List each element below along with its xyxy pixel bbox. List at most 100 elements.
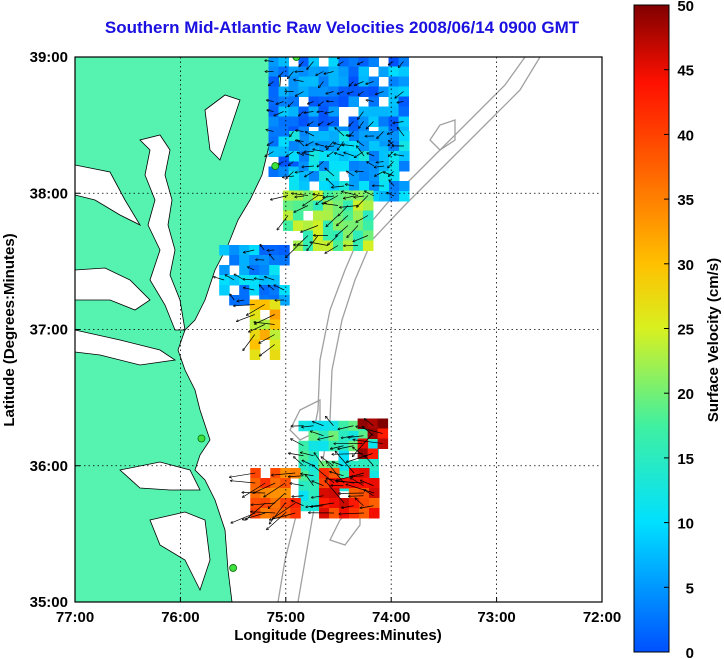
velocity-cell: [329, 498, 340, 509]
velocity-arrow: [336, 225, 349, 237]
velocity-cell: [369, 141, 380, 152]
velocity-cell: [302, 240, 314, 251]
velocity-arrow: [267, 100, 274, 101]
colorbar-tick-label: 30: [677, 257, 694, 274]
velocity-cell: [290, 468, 301, 479]
velocity-arrow: [355, 81, 364, 86]
velocity-arrow: [388, 131, 394, 135]
velocity-arrow: [324, 71, 334, 74]
radar-site-marker: [197, 434, 206, 443]
velocity-cell: [312, 210, 324, 221]
velocity-arrow: [388, 61, 394, 65]
velocity-cell: [398, 106, 409, 117]
velocity-arrow: [366, 81, 374, 85]
velocity-cell: [357, 418, 369, 429]
velocity-cell: [398, 76, 409, 87]
velocity-arrow: [389, 180, 395, 187]
velocity-arrow: [388, 161, 394, 168]
velocity-cell: [342, 200, 354, 211]
velocity-arrow: [383, 172, 395, 177]
velocity-arrow: [326, 417, 334, 426]
velocity-cell: [269, 299, 281, 310]
colorbar-tick-label: 10: [677, 516, 694, 533]
velocity-arrow: [286, 171, 294, 179]
velocity-arrow: [269, 502, 286, 524]
velocity-cell: [322, 220, 334, 231]
velocity-cell: [352, 240, 364, 251]
radar-site-marker: [229, 564, 238, 572]
velocity-cell: [239, 265, 250, 276]
x-tick-label: 73:00: [477, 609, 515, 626]
velocity-arrow: [299, 111, 304, 116]
velocity-cell: [268, 66, 279, 77]
velocity-cell: [318, 96, 329, 107]
velocity-cell: [309, 47, 320, 58]
velocity-arrow: [278, 161, 284, 165]
velocity-cell: [362, 220, 374, 231]
velocity-arrow: [244, 249, 255, 253]
velocity-arrow: [270, 512, 296, 520]
velocity-cell: [369, 131, 380, 142]
radar-sites: [197, 57, 301, 572]
velocity-cell: [328, 420, 339, 432]
velocity-arrow: [271, 195, 289, 200]
velocity-arrow: [336, 481, 365, 484]
velocity-arrow: [377, 131, 384, 139]
velocity-arrow: [289, 476, 304, 477]
velocity-arrow: [290, 483, 304, 487]
velocity-cell: [338, 430, 349, 442]
velocity-cell: [388, 116, 399, 127]
velocity-arrow: [243, 334, 256, 351]
velocity-cell: [308, 136, 319, 147]
velocity-arrow: [288, 101, 294, 107]
velocity-cell: [367, 428, 379, 439]
velocity-cell: [339, 181, 350, 192]
velocity-cell: [367, 418, 379, 429]
velocity-arrow: [317, 161, 324, 167]
velocity-cell: [282, 210, 294, 221]
velocity-arrow: [350, 478, 364, 487]
velocity-arrow: [332, 462, 344, 467]
velocity-cell: [369, 181, 380, 192]
velocity-cell: [279, 245, 290, 256]
velocity-arrow: [294, 80, 304, 82]
velocity-arrow: [345, 52, 354, 54]
velocity-arrow: [214, 277, 225, 281]
velocity-cell: [278, 86, 289, 97]
velocity-cell: [289, 171, 300, 182]
velocity-cell: [278, 66, 289, 77]
velocity-cell: [338, 440, 349, 452]
velocity-arrow: [393, 121, 404, 124]
velocity-cell: [309, 131, 320, 142]
velocity-cell: [270, 488, 281, 499]
velocity-arrow: [292, 193, 309, 196]
velocity-arrow: [332, 454, 363, 455]
velocity-cell: [339, 161, 350, 172]
velocity-arrow: [316, 144, 325, 147]
velocity-cell: [312, 200, 324, 211]
velocity-arrow: [267, 512, 286, 529]
velocity-arrow: [365, 456, 374, 466]
colorbar-label: Surface Velocity (cm/s): [705, 258, 722, 422]
velocity-cell: [298, 76, 309, 87]
velocity-cell: [319, 141, 330, 152]
velocity-arrow: [308, 121, 314, 126]
velocity-cell: [219, 265, 230, 276]
velocity-arrow: [398, 128, 405, 137]
velocity-cell: [329, 141, 340, 152]
velocity-cell: [338, 420, 349, 432]
velocity-cell: [339, 141, 350, 152]
velocity-cell: [278, 136, 289, 147]
velocity-arrow: [286, 245, 299, 258]
velocity-cell: [259, 265, 270, 276]
velocity-cell: [339, 131, 350, 142]
velocity-cell: [329, 151, 340, 162]
velocity-cell: [270, 468, 281, 479]
velocity-cell: [368, 106, 379, 117]
velocity-cell: [359, 131, 370, 142]
velocity-cell: [292, 190, 304, 201]
velocity-arrow: [247, 304, 265, 316]
velocity-arrow: [302, 425, 314, 427]
velocity-arrow: [358, 91, 364, 96]
velocity-cell: [348, 440, 359, 452]
